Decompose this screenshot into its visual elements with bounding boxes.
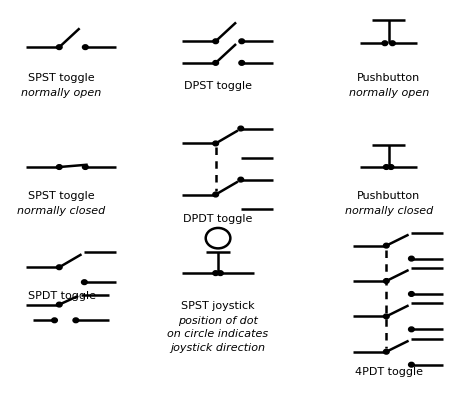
Circle shape	[383, 279, 389, 283]
Text: Pushbutton: Pushbutton	[357, 73, 420, 83]
Circle shape	[82, 280, 87, 285]
Circle shape	[383, 165, 389, 169]
Text: SPST toggle: SPST toggle	[28, 191, 95, 200]
Circle shape	[213, 271, 219, 275]
Circle shape	[56, 265, 62, 270]
Circle shape	[390, 41, 395, 46]
Text: joystick direction: joystick direction	[171, 343, 265, 353]
Circle shape	[73, 318, 79, 323]
Circle shape	[56, 45, 62, 50]
Circle shape	[388, 165, 394, 169]
Circle shape	[239, 39, 245, 44]
Text: SPST joystick: SPST joystick	[181, 301, 255, 310]
Circle shape	[56, 302, 62, 307]
Text: DPDT toggle: DPDT toggle	[183, 214, 253, 224]
Circle shape	[218, 271, 223, 275]
Text: DPST toggle: DPST toggle	[184, 81, 252, 90]
Circle shape	[213, 192, 219, 197]
Text: normally closed: normally closed	[345, 206, 433, 216]
Circle shape	[213, 141, 219, 146]
Circle shape	[409, 292, 414, 296]
Text: normally closed: normally closed	[18, 206, 106, 216]
Circle shape	[82, 45, 88, 50]
Circle shape	[52, 318, 57, 323]
Circle shape	[409, 362, 414, 367]
Circle shape	[409, 256, 414, 261]
Text: Pushbutton: Pushbutton	[357, 191, 420, 200]
Circle shape	[238, 177, 244, 182]
Circle shape	[383, 349, 389, 354]
Text: 4PDT toggle: 4PDT toggle	[355, 367, 423, 377]
Circle shape	[383, 243, 389, 248]
Text: SPDT toggle: SPDT toggle	[27, 291, 96, 301]
Circle shape	[383, 314, 389, 319]
Circle shape	[213, 39, 219, 44]
Circle shape	[239, 61, 245, 65]
Circle shape	[409, 327, 414, 332]
Circle shape	[382, 41, 388, 46]
Circle shape	[56, 165, 62, 169]
Text: position of dot: position of dot	[178, 316, 258, 325]
Circle shape	[82, 165, 88, 169]
Text: SPST toggle: SPST toggle	[28, 73, 95, 83]
Text: on circle indicates: on circle indicates	[167, 329, 269, 339]
Circle shape	[213, 61, 219, 65]
Circle shape	[238, 126, 244, 131]
Text: normally open: normally open	[21, 88, 102, 98]
Text: normally open: normally open	[348, 88, 429, 98]
